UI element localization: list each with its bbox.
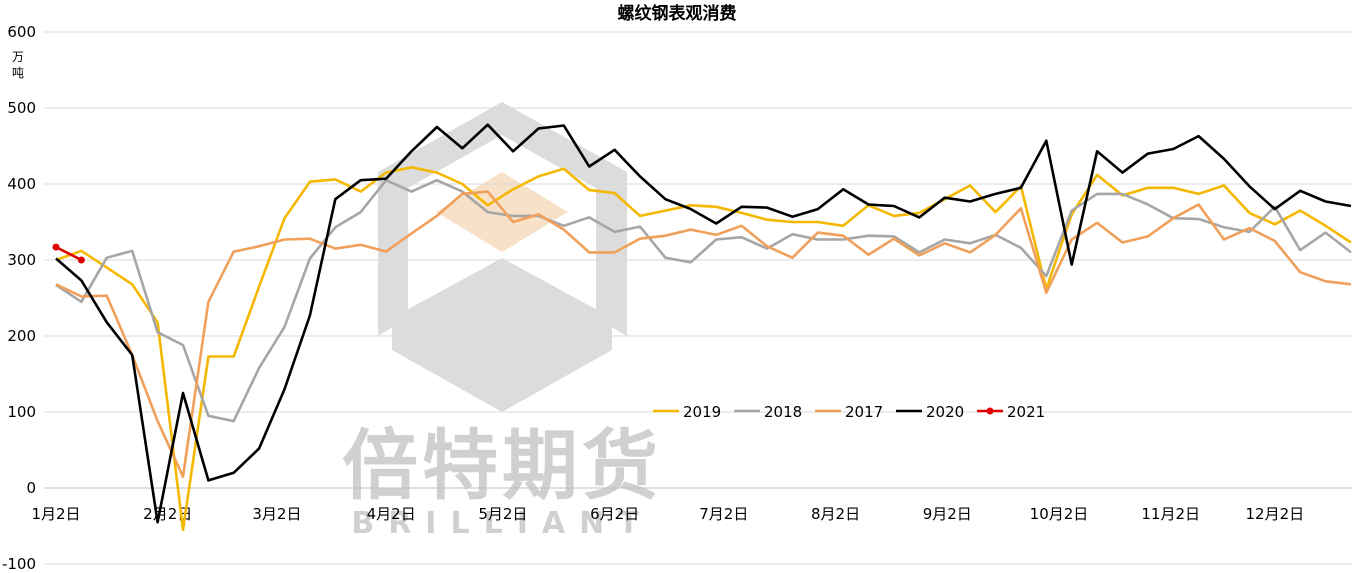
series-line-2017 [55, 190, 1352, 478]
x-tick-label: 8月2日 [811, 505, 860, 523]
watermark-logo-icon [378, 102, 627, 412]
series-line-2020 [55, 123, 1352, 524]
legend-label-2021: 2021 [1007, 403, 1045, 421]
legend: 2019 2018 2017 2020 2021 [653, 403, 1045, 421]
y-tick-label: 600 [7, 23, 36, 41]
y-axis-unit: 万吨 [12, 50, 24, 80]
y-unit-char: 万 [12, 50, 24, 64]
y-tick-label: 0 [26, 479, 36, 497]
x-tick-label: 1月2日 [31, 505, 80, 523]
watermark-subtext: BRILLIANT [351, 506, 652, 541]
series-line-2019 [55, 166, 1352, 532]
series-point-2021 [77, 256, 85, 264]
y-tick-label: 100 [7, 403, 36, 421]
series-line-2021 [55, 245, 82, 262]
legend-marker-2021 [986, 407, 994, 415]
y-axis: -100 0 100 200 300 400 500 600 [2, 23, 36, 573]
legend-label-2018: 2018 [764, 403, 802, 421]
x-tick-label: 3月2日 [252, 505, 301, 523]
gridlines [44, 31, 1352, 565]
series-line-2018 [55, 178, 1352, 423]
y-tick-label: 300 [7, 251, 36, 269]
x-tick-label: 11月2日 [1141, 505, 1200, 523]
x-tick-label: 12月2日 [1246, 505, 1305, 523]
x-tick-label: 5月2日 [478, 505, 527, 523]
y-tick-label: -100 [2, 555, 36, 573]
watermark: 倍特期货 BRILLIANT [342, 102, 662, 541]
x-tick-label: 4月2日 [367, 505, 416, 523]
series-lines [52, 123, 1352, 532]
x-tick-label: 10月2日 [1030, 505, 1089, 523]
x-tick-label: 6月2日 [590, 505, 639, 523]
y-unit-char: 吨 [12, 66, 24, 80]
series-point-2021 [52, 243, 60, 251]
chart-title: 螺纹钢表观消费 [618, 3, 737, 24]
x-tick-label: 7月2日 [699, 505, 748, 523]
legend-label-2019: 2019 [683, 403, 721, 421]
y-tick-label: 500 [7, 99, 36, 117]
legend-label-2020: 2020 [926, 403, 964, 421]
x-tick-label: 9月2日 [923, 505, 972, 523]
y-tick-label: 200 [7, 327, 36, 345]
legend-label-2017: 2017 [845, 403, 883, 421]
y-tick-label: 400 [7, 175, 36, 193]
watermark-text: 倍特期货 [342, 421, 662, 510]
x-axis: 1月2日 2月2日 3月2日 4月2日 5月2日 6月2日 7月2日 8月2日 9月2日 10月2… [31, 505, 1304, 523]
